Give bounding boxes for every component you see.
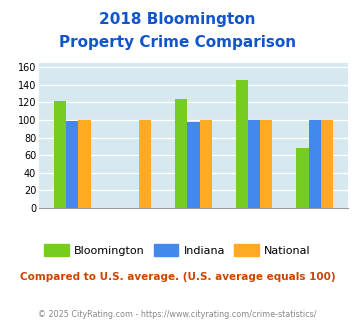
Bar — [78, 120, 91, 208]
Bar — [175, 99, 187, 208]
Bar — [187, 122, 200, 208]
Text: 2018 Bloomington: 2018 Bloomington — [99, 12, 256, 26]
Bar — [66, 121, 78, 208]
Bar — [260, 120, 272, 208]
Legend: Bloomington, Indiana, National: Bloomington, Indiana, National — [40, 240, 315, 261]
Text: © 2025 CityRating.com - https://www.cityrating.com/crime-statistics/: © 2025 CityRating.com - https://www.city… — [38, 310, 317, 319]
Text: Property Crime Comparison: Property Crime Comparison — [59, 35, 296, 50]
Bar — [296, 148, 308, 208]
Bar — [200, 120, 212, 208]
Bar — [248, 120, 260, 208]
Bar — [308, 120, 321, 208]
Text: Compared to U.S. average. (U.S. average equals 100): Compared to U.S. average. (U.S. average … — [20, 272, 335, 282]
Bar — [236, 80, 248, 208]
Bar — [139, 120, 151, 208]
Bar — [54, 101, 66, 208]
Bar — [321, 120, 333, 208]
